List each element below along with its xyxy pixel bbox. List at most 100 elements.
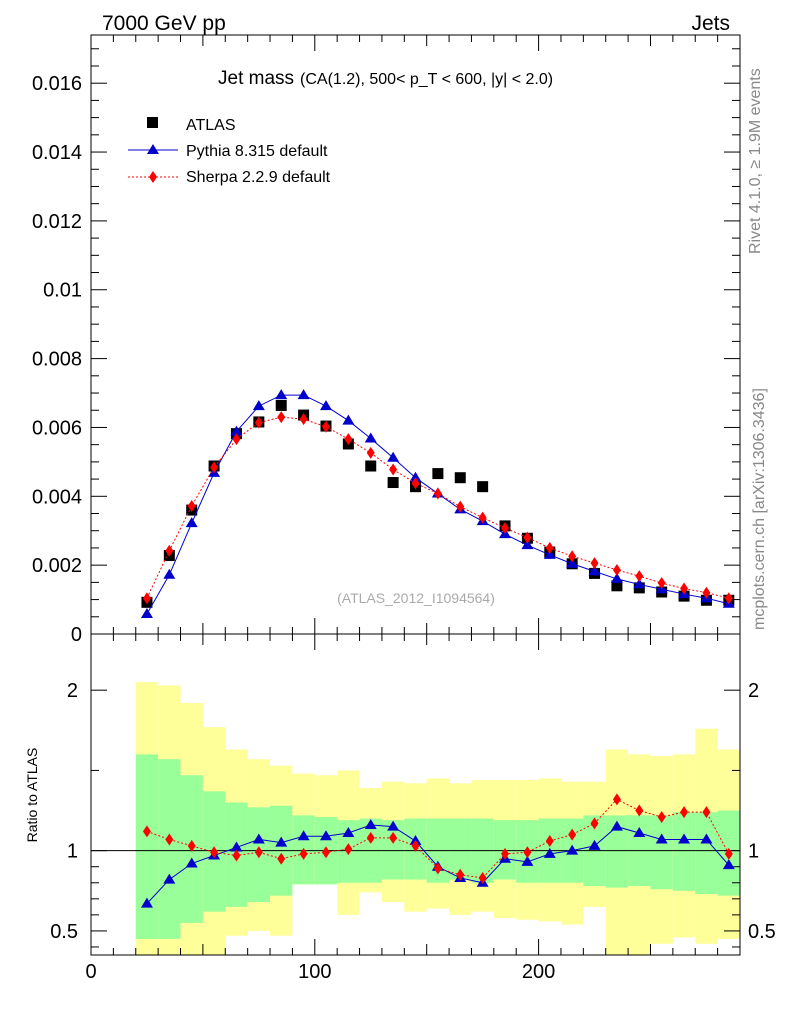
sherpa-ratio-point — [142, 825, 151, 838]
main-y-tick-label: 0.004 — [32, 486, 82, 508]
sherpa-ratio-point — [724, 847, 733, 860]
sherpa-ratio-point — [389, 831, 398, 844]
pythia-ratio-point — [163, 873, 176, 884]
sherpa-ratio-point — [254, 846, 263, 859]
pythia-ratio-point — [230, 841, 243, 852]
inner-band-bin — [695, 812, 718, 895]
pythia-ratio-point — [319, 830, 332, 841]
pythia-point — [230, 425, 243, 436]
sherpa-point — [724, 592, 733, 605]
sherpa-point — [187, 499, 196, 512]
pythia-ratio-point — [185, 857, 198, 868]
pythia-point — [521, 539, 534, 550]
x-axis-ticks: 0 100 200 — [85, 35, 741, 983]
sherpa-point — [702, 586, 711, 599]
pythia-ratio-point — [700, 833, 713, 844]
rivet-version-text: Rivet 4.1.0, ≥ 1.9M events — [747, 68, 764, 254]
sherpa-ratio-point — [702, 806, 711, 819]
sherpa-point — [545, 541, 554, 554]
sherpa-ratio-point — [366, 831, 375, 844]
sherpa-point — [344, 433, 353, 446]
legend-atlas-label: ATLAS — [186, 117, 236, 134]
main-y-tick-label: 0.008 — [32, 349, 82, 371]
sherpa-point — [210, 461, 219, 474]
pythia-point — [364, 432, 377, 443]
pythia-point — [319, 400, 332, 411]
main-y-tick-label: 0.01 — [43, 280, 82, 302]
pythia-ratio-point — [140, 897, 153, 908]
legend-pythia-label: Pythia 8.315 default — [186, 143, 328, 160]
main-y-tick-label: 0.002 — [32, 555, 82, 577]
inner-band-bin — [672, 812, 696, 891]
legend-sherpa-label: Sherpa 2.2.9 default — [186, 169, 331, 186]
sherpa-point — [680, 582, 689, 595]
analysis-watermark: (ATLAS_2012_I1094564) — [337, 590, 495, 606]
pythia-point — [185, 517, 198, 528]
ratio-y-tick-label-right: 2 — [748, 680, 759, 702]
pythia-ratio-point — [387, 820, 400, 831]
chart-title: Jet mass (CA(1.2), 500< p_T < 600, |y| < … — [218, 68, 553, 89]
pythia-point — [387, 451, 400, 462]
sherpa-ratio-point — [568, 828, 577, 841]
ratio-series-group — [140, 793, 735, 908]
sherpa-ratio-point — [433, 862, 442, 875]
pythia-ratio-point — [297, 830, 310, 841]
legend: ATLAS Pythia 8.315 default Sherpa 2.2.9 … — [128, 117, 331, 186]
sherpa-ratio-point — [411, 839, 420, 852]
pythia-ratio-point — [610, 820, 623, 831]
inner-band-bin — [449, 818, 472, 880]
inner-band-bin — [605, 815, 629, 888]
sherpa-ratio-point — [277, 852, 286, 865]
pythia-point — [163, 568, 176, 579]
sherpa-point — [523, 531, 532, 544]
sherpa-point — [635, 570, 644, 583]
pythia-ratio-point — [364, 818, 377, 829]
main-series-group — [140, 389, 735, 619]
pythia-point — [610, 572, 623, 583]
sherpa-point — [299, 413, 308, 426]
pythia-line — [146, 394, 729, 615]
main-y-tick-label: 0 — [71, 624, 82, 646]
ratio-y-tick-label-left: 2 — [67, 680, 78, 702]
main-y-tick-label: 0.006 — [32, 417, 82, 439]
pythia-point — [566, 557, 579, 568]
sherpa-ratio-point — [232, 849, 241, 862]
sherpa-ratio-point — [680, 806, 689, 819]
sherpa-ratio-point — [321, 846, 330, 859]
pythia-ratio-point — [588, 839, 601, 850]
sherpa-point — [411, 477, 420, 490]
main-axis-ticks: 0 0.002 0.004 0.006 0.008 0.01 0.012 0.014 0.016 — [32, 48, 740, 646]
sherpa-ratio-point — [545, 835, 554, 848]
x-tick-label: 0 — [85, 961, 96, 983]
ratio-y-tick-label-left: 1 — [67, 841, 78, 863]
inner-band-bin — [158, 759, 181, 939]
pythia-ratio-point — [633, 827, 646, 838]
sherpa-ratio-point — [210, 846, 219, 859]
ratio-y-tick-label-right: 0.5 — [748, 921, 776, 943]
sherpa-ratio-point — [590, 817, 599, 830]
pythia-ratio-point — [521, 855, 534, 866]
pythia-ratio-point — [678, 833, 691, 844]
pythia-point — [342, 414, 355, 425]
atlas-point — [387, 477, 399, 489]
header-right: Jets — [691, 12, 730, 35]
sherpa-point — [277, 411, 286, 424]
ratio-y-tick-label-right: 1 — [748, 841, 759, 863]
pythia-ratio-point — [342, 827, 355, 838]
pythia-ratio-point — [655, 833, 668, 844]
header-left: 7000 GeV pp — [102, 12, 226, 35]
legend-sherpa-marker — [149, 171, 157, 183]
ratio-y-tick-label-left: 0.5 — [50, 921, 78, 943]
atlas-point — [275, 399, 287, 411]
sherpa-ratio-point — [165, 833, 174, 846]
sherpa-point — [501, 521, 510, 534]
inner-band-bin — [135, 754, 159, 939]
mcplots-reference-text: mcplots.cern.ch [arXiv:1306.3436] — [751, 388, 768, 630]
pythia-ratio-point — [275, 836, 288, 847]
sherpa-point — [612, 563, 621, 576]
atlas-point — [611, 580, 623, 592]
sherpa-ratio-point — [501, 847, 510, 860]
sherpa-ratio-point — [612, 793, 621, 806]
pythia-ratio-point — [543, 847, 556, 858]
